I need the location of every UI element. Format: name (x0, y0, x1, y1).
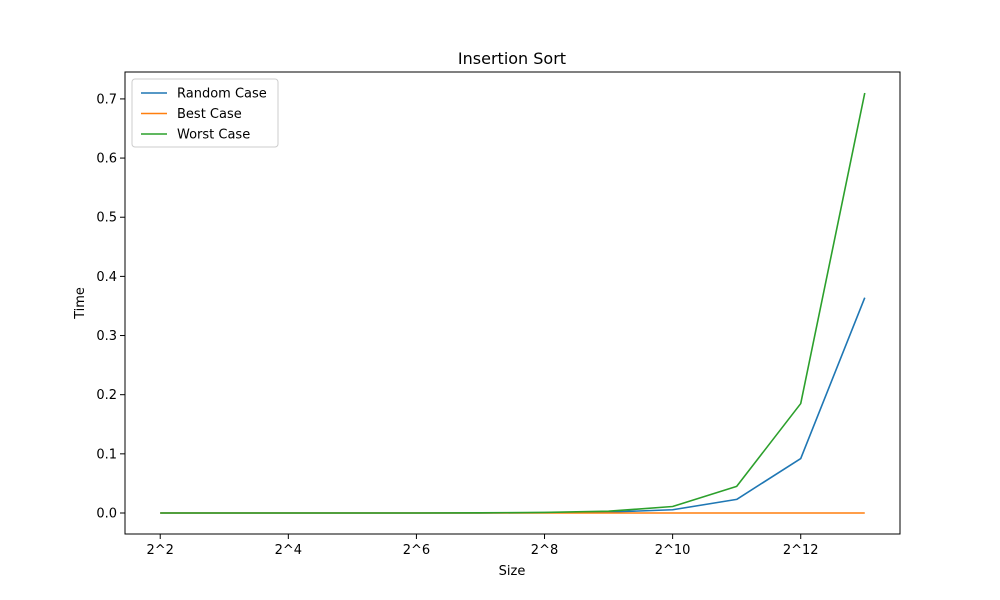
y-tick-label: 0.3 (96, 329, 117, 344)
legend-box (131, 78, 279, 148)
x-tick-label: 2^6 (403, 543, 430, 558)
x-tick-label: 2^2 (147, 543, 174, 558)
plot-frame (124, 71, 901, 535)
y-tick-label: 0.6 (96, 152, 117, 167)
x-tick-label: 2^10 (655, 543, 691, 558)
x-tick-label: 2^8 (531, 543, 558, 558)
y-tick-label: 0.0 (96, 507, 117, 522)
y-tick-label: 0.5 (96, 211, 117, 226)
legend-label: Random Case (177, 87, 267, 102)
chart-title: Insertion Sort (458, 49, 566, 68)
y-tick-label: 0.4 (96, 270, 117, 285)
legend-label: Best Case (177, 107, 242, 122)
axis-ticks: 2^2 2^4 2^6 2^8 2^10 2^12 0.0 0.1 0.2 0.3 0.4 0.5 0.… (96, 92, 818, 558)
legend: Random Case Best Case Worst Case (131, 78, 279, 148)
legend-label: Worst Case (177, 128, 250, 143)
y-tick-label: 0.7 (96, 92, 117, 107)
series-line-worst-case (160, 92, 866, 514)
plot-area (124, 71, 901, 535)
x-tick-label: 2^4 (275, 543, 302, 558)
x-axis-label: Size (499, 564, 526, 579)
series-line-random-case (160, 297, 866, 514)
x-tick-label: 2^12 (783, 543, 819, 558)
y-axis-label: Time (73, 287, 88, 320)
y-tick-label: 0.1 (96, 447, 117, 462)
y-tick-label: 0.2 (96, 388, 117, 403)
